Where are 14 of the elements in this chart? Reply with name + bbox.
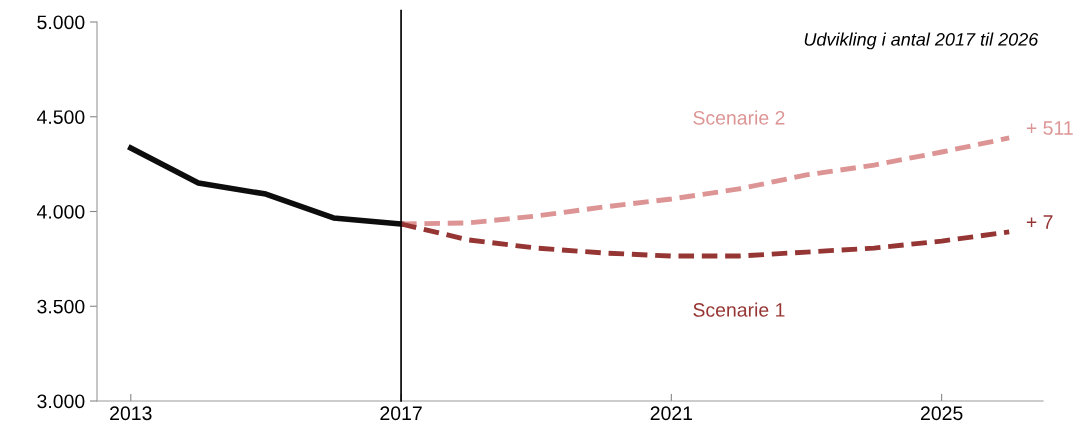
annotation: + 511 [1026,121,1073,135]
annotation: + 7 [1026,215,1053,229]
x-tick-label: 2021 [650,406,693,421]
text: Scenarie 2 [693,110,785,125]
text: Scenarie 1 [693,302,785,317]
y-tick-label: 3.000 [37,394,85,409]
annotation: Udvikling i antal 2017 til 2026 [804,32,1039,50]
x-tick-label: 2025 [921,406,963,421]
x-tick-label: 2017 [380,406,422,421]
y-tick-label: 4.000 [36,204,85,219]
y-tick-label: 5.000 [37,15,85,30]
y-tick-label: 4.500 [36,110,85,124]
x-tick-label: 2013 [110,406,152,421]
y-tick-label: 3.500 [37,299,85,314]
